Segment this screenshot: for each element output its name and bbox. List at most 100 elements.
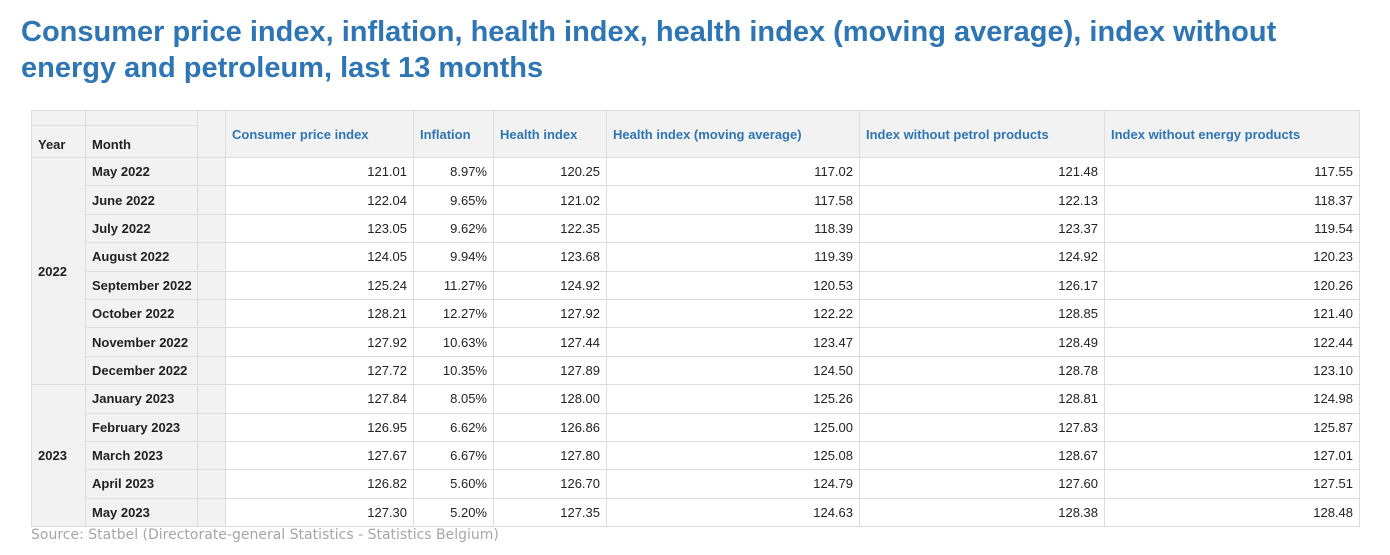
value-cell: 119.39: [606, 242, 860, 272]
table-row: June 2022 122.04 9.65% 121.02 117.58 122.13 11…: [32, 185, 1360, 215]
value-cell: 126.17: [859, 270, 1105, 300]
month-cell: October 2022: [85, 298, 198, 329]
row-spacer: [197, 298, 226, 329]
value-cell: 123.10: [1104, 355, 1360, 386]
value-cell: 125.26: [606, 384, 860, 414]
value-cell: 128.81: [859, 384, 1105, 414]
value-cell: 125.00: [606, 412, 860, 442]
value-cell: 122.04: [225, 185, 414, 215]
value-cell: 125.08: [606, 440, 860, 471]
value-cell: 120.23: [1104, 242, 1360, 272]
table-row: September 2022 125.24 11.27% 124.92 120.53 12…: [32, 270, 1360, 300]
table-row: October 2022 128.21 12.27% 127.92 122.22 128.…: [32, 298, 1360, 329]
value-cell: 9.65%: [413, 185, 494, 215]
value-cell: 127.80: [493, 440, 607, 471]
value-cell: 120.25: [493, 156, 607, 187]
value-cell: 127.92: [225, 327, 414, 357]
month-cell: September 2022: [85, 270, 198, 300]
value-cell: 127.44: [493, 327, 607, 357]
value-cell: 124.79: [606, 469, 860, 499]
value-cell: 9.94%: [413, 242, 494, 272]
value-cell: 117.55: [1104, 156, 1360, 187]
value-cell: 117.02: [606, 156, 860, 187]
value-cell: 127.72: [225, 355, 414, 386]
value-cell: 123.68: [493, 242, 607, 272]
column-header[interactable]: Health index (moving average): [606, 110, 860, 158]
column-header[interactable]: Index without energy products: [1104, 110, 1360, 158]
value-cell: 118.39: [606, 213, 860, 244]
value-cell: 124.92: [859, 242, 1105, 272]
value-cell: 128.38: [859, 497, 1105, 528]
month-dim-header: Month: [85, 125, 198, 158]
value-cell: 128.48: [1104, 497, 1360, 528]
table-row: November 2022 127.92 10.63% 127.44 123.47 128…: [32, 327, 1360, 357]
table-row: 2023 January 2023 127.84 8.05% 128.00 125.26 1…: [31, 384, 1360, 528]
value-cell: 119.54: [1104, 213, 1360, 244]
row-spacer: [197, 412, 226, 442]
month-cell: November 2022: [85, 327, 198, 357]
value-cell: 123.47: [606, 327, 860, 357]
value-cell: 128.49: [859, 327, 1105, 357]
table-row: August 2022 124.05 9.94% 123.68 119.39 124.92…: [32, 242, 1360, 272]
value-cell: 5.60%: [413, 469, 494, 499]
column-header[interactable]: Inflation: [413, 110, 494, 158]
value-cell: 121.01: [225, 156, 414, 187]
month-cell: March 2023: [85, 440, 198, 471]
value-cell: 122.44: [1104, 327, 1360, 357]
column-header[interactable]: Health index: [493, 110, 607, 158]
value-cell: 128.21: [225, 298, 414, 329]
value-cell: 11.27%: [413, 270, 494, 300]
month-cell: June 2022: [85, 185, 198, 215]
row-spacer: [197, 469, 226, 499]
header-blank: [85, 110, 198, 126]
value-cell: 12.27%: [413, 298, 494, 329]
value-cell: 128.78: [859, 355, 1105, 386]
value-cell: 8.97%: [413, 156, 494, 187]
header-blank: [31, 110, 86, 126]
value-cell: 5.20%: [413, 497, 494, 528]
value-cell: 10.63%: [413, 327, 494, 357]
value-cell: 126.70: [493, 469, 607, 499]
value-cell: 122.13: [859, 185, 1105, 215]
table-row: April 2023 126.82 5.60% 126.70 124.79 127.60 1…: [32, 469, 1360, 499]
value-cell: 124.98: [1104, 384, 1360, 414]
table-header: Consumer price index Inflation Health in…: [31, 110, 1360, 158]
column-header[interactable]: Consumer price index: [225, 110, 414, 158]
value-cell: 127.84: [225, 384, 414, 414]
row-spacer: [197, 242, 226, 272]
row-spacer: [197, 270, 226, 300]
value-cell: 125.87: [1104, 412, 1360, 442]
value-cell: 128.85: [859, 298, 1105, 329]
value-cell: 117.58: [606, 185, 860, 215]
value-cell: 8.05%: [413, 384, 494, 414]
year-dim-header: Year: [31, 125, 86, 158]
value-cell: 124.92: [493, 270, 607, 300]
value-cell: 128.67: [859, 440, 1105, 471]
value-cell: 121.48: [859, 156, 1105, 187]
value-cell: 127.89: [493, 355, 607, 386]
month-cell: January 2023: [85, 384, 198, 414]
row-spacer: [197, 440, 226, 471]
value-cell: 127.92: [493, 298, 607, 329]
value-cell: 127.35: [493, 497, 607, 528]
value-cell: 122.35: [493, 213, 607, 244]
value-cell: 120.26: [1104, 270, 1360, 300]
value-cell: 124.63: [606, 497, 860, 528]
data-table-container: Consumer price index Inflation Health in…: [31, 110, 1360, 528]
table-row: May 2023 127.30 5.20% 127.35 124.63 128.38 128…: [32, 497, 1360, 528]
value-cell: 123.05: [225, 213, 414, 244]
value-cell: 126.95: [225, 412, 414, 442]
month-cell: July 2022: [85, 213, 198, 244]
source-note: Source: Statbel (Directorate-general Sta…: [31, 527, 499, 543]
value-cell: 124.50: [606, 355, 860, 386]
value-cell: 10.35%: [413, 355, 494, 386]
header-blank: [197, 110, 226, 158]
row-spacer: [197, 497, 226, 528]
year-cell: 2023: [31, 384, 86, 528]
column-header[interactable]: Index without petrol products: [859, 110, 1105, 158]
month-cell: February 2023: [85, 412, 198, 442]
month-cell: August 2022: [85, 242, 198, 272]
value-cell: 126.86: [493, 412, 607, 442]
value-cell: 127.51: [1104, 469, 1360, 499]
table-row: December 2022 127.72 10.35% 127.89 124.50 128…: [32, 355, 1360, 386]
